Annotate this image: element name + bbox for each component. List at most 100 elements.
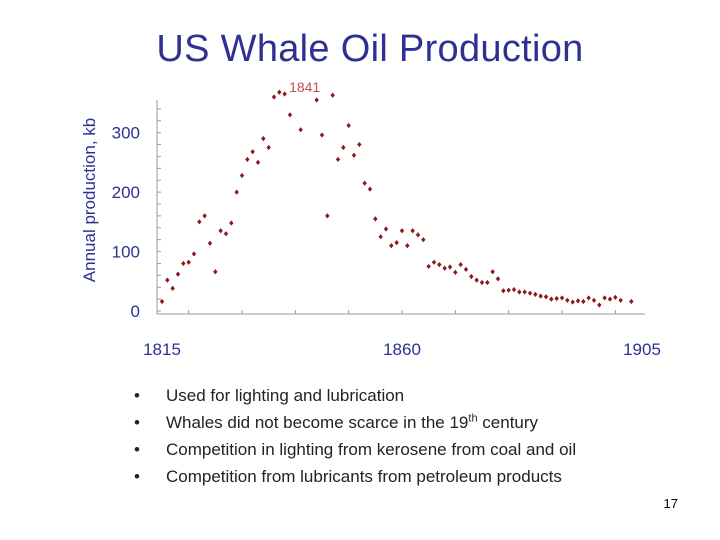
data-point — [549, 296, 554, 302]
data-point — [565, 297, 570, 303]
annotation-1841: 1841 — [289, 79, 320, 95]
data-point — [490, 269, 495, 275]
bullet-icon: • — [134, 386, 140, 405]
data-point — [383, 226, 389, 232]
x-axis-minor-ticks — [188, 310, 616, 314]
data-point — [277, 89, 282, 95]
y-tick-label: 0 — [131, 302, 140, 321]
data-point — [165, 277, 170, 283]
data-point — [575, 298, 581, 304]
data-point — [191, 251, 197, 257]
page-number: 17 — [663, 496, 678, 511]
data-points — [159, 89, 634, 308]
data-point — [431, 259, 437, 265]
data-point — [586, 295, 591, 301]
data-point — [325, 213, 330, 219]
scatter-chart: 0 100 200 300 1815 1860 1905 Annual productio… — [80, 79, 661, 359]
data-point — [346, 122, 351, 129]
x-tick-label: 1905 — [623, 340, 661, 359]
data-point — [522, 289, 527, 295]
data-point — [543, 294, 549, 300]
data-point — [218, 228, 223, 234]
data-point — [378, 234, 383, 240]
data-point — [175, 271, 181, 277]
data-point — [581, 298, 586, 305]
data-point — [559, 295, 565, 301]
data-point — [506, 287, 511, 293]
data-point — [357, 141, 362, 148]
data-point — [229, 220, 234, 226]
data-point — [287, 112, 293, 118]
data-point — [442, 265, 447, 271]
data-point — [437, 262, 442, 268]
y-tick-label: 100 — [112, 243, 140, 262]
bullet-icon: • — [134, 413, 140, 432]
data-point — [362, 180, 367, 186]
data-point — [250, 149, 255, 155]
bullet-text: Used for lighting and lubrication — [166, 386, 405, 405]
x-tick-label: 1815 — [143, 340, 181, 359]
data-point — [597, 302, 602, 308]
data-point — [511, 287, 517, 293]
y-axis-title: Annual production, kb — [80, 118, 99, 282]
data-point — [298, 127, 303, 133]
data-point — [410, 228, 415, 234]
data-point — [426, 263, 431, 270]
data-point — [602, 295, 607, 301]
data-point — [394, 240, 399, 246]
bullet-text: Whales did not become scarce in the 19th… — [166, 412, 539, 432]
data-point — [255, 159, 261, 165]
data-point — [453, 269, 458, 275]
data-point — [458, 262, 463, 268]
bullet-icon: • — [134, 440, 140, 459]
data-point — [319, 132, 325, 138]
data-point — [613, 294, 618, 300]
data-point — [421, 237, 426, 243]
y-tick-label: 300 — [112, 124, 140, 143]
data-point — [271, 94, 277, 100]
bullet-text: Competition in lighting from kerosene fr… — [166, 440, 577, 459]
slide-title: US Whale Oil Production — [156, 28, 584, 70]
data-point — [399, 228, 405, 234]
data-point — [474, 277, 479, 283]
data-point — [570, 299, 575, 305]
data-point — [479, 279, 485, 286]
y-axis-minor-ticks — [157, 108, 161, 312]
data-point — [463, 266, 469, 272]
data-point — [495, 276, 501, 282]
data-point — [207, 240, 213, 246]
data-point — [367, 186, 373, 192]
data-point — [223, 231, 229, 237]
bullet-icon: • — [134, 467, 140, 486]
data-point — [351, 152, 357, 158]
data-point — [282, 91, 287, 97]
data-point — [335, 156, 341, 163]
x-axis: 1815 1860 1905 — [143, 310, 661, 359]
data-point — [389, 243, 394, 249]
bullet-text: Competition from lubricants from petrole… — [166, 467, 562, 486]
data-point — [618, 297, 623, 303]
data-point — [607, 296, 613, 302]
data-point — [629, 298, 634, 305]
data-point — [405, 243, 410, 249]
data-point — [330, 92, 335, 98]
data-point — [234, 189, 239, 195]
data-point — [527, 290, 533, 296]
data-point — [554, 295, 559, 302]
data-point — [266, 144, 271, 151]
data-point — [591, 297, 597, 303]
data-point — [159, 298, 165, 305]
y-axis: 0 100 200 300 — [112, 100, 161, 321]
data-point — [341, 144, 346, 151]
data-point — [469, 273, 474, 280]
data-point — [485, 279, 490, 286]
data-point — [245, 156, 250, 163]
data-point — [202, 213, 207, 219]
data-point — [538, 293, 543, 299]
data-point — [533, 291, 538, 297]
y-tick-label: 200 — [112, 183, 140, 202]
data-point — [447, 264, 453, 270]
data-point — [314, 97, 319, 103]
data-point — [170, 285, 175, 292]
x-tick-label: 1860 — [383, 340, 421, 359]
